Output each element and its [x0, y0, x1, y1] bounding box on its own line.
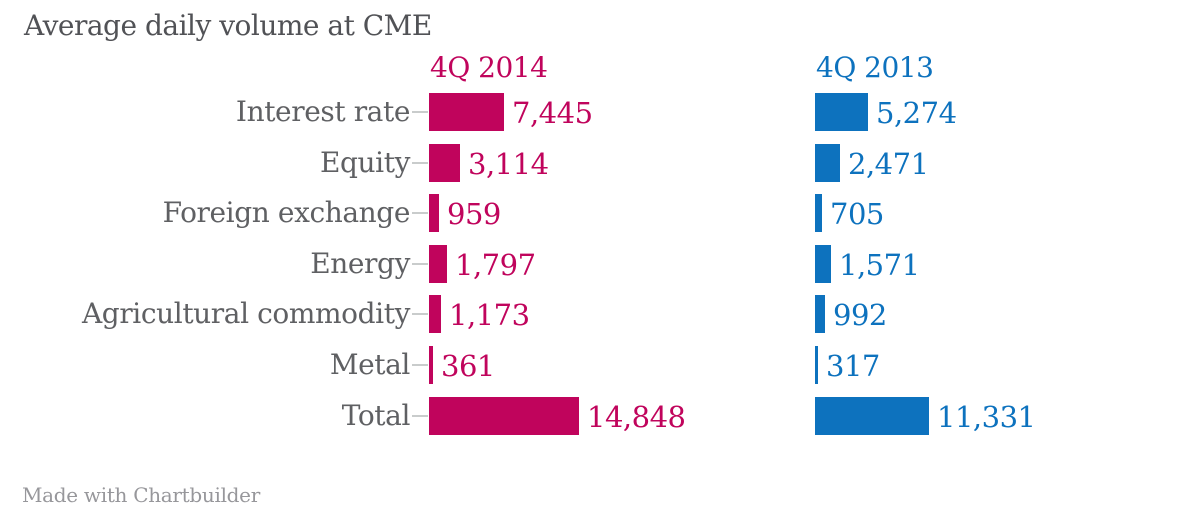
bar-4q2013: [815, 295, 825, 333]
bar-row: Energy 1,797 1,571: [0, 245, 1200, 283]
value-label-4q2013: 11,331: [937, 400, 1036, 434]
bar-4q2014: [429, 295, 441, 333]
category-label: Equity: [319, 146, 410, 179]
axis-tick: [412, 111, 428, 113]
bar-row: Total 14,848 11,331: [0, 397, 1200, 435]
bar-4q2014: [429, 144, 460, 182]
bar-4q2013: [815, 397, 929, 435]
value-label-4q2013: 992: [833, 298, 887, 332]
value-label-4q2014: 361: [441, 349, 495, 383]
bar-4q2014: [429, 245, 447, 283]
axis-tick: [412, 162, 428, 164]
bar-row: Agricultural commodity 1,173 992: [0, 295, 1200, 333]
value-label-4q2013: 2,471: [848, 147, 929, 181]
category-label: Metal: [329, 348, 411, 381]
value-label-4q2014: 14,848: [587, 400, 686, 434]
category-label: Foreign exchange: [162, 196, 411, 229]
axis-tick: [412, 415, 428, 417]
value-label-4q2013: 1,571: [839, 248, 920, 282]
bar-row: Equity 3,114 2,471: [0, 144, 1200, 182]
bar-4q2014: [429, 346, 433, 384]
value-label-4q2013: 705: [830, 197, 884, 231]
series-header-4q2013: 4Q 2013: [816, 51, 934, 84]
bar-4q2014: [429, 93, 504, 131]
bar-row: Foreign exchange 959 705: [0, 194, 1200, 232]
axis-tick: [412, 313, 428, 315]
bar-4q2014: [429, 397, 579, 435]
axis-tick: [412, 263, 428, 265]
category-label: Energy: [310, 247, 410, 280]
axis-tick: [412, 212, 428, 214]
bar-4q2013: [815, 93, 868, 131]
bar-4q2014: [429, 194, 439, 232]
bar-4q2013: [815, 245, 831, 283]
category-label: Interest rate: [235, 95, 410, 128]
value-label-4q2014: 1,797: [455, 248, 536, 282]
axis-tick: [412, 364, 428, 366]
value-label-4q2013: 5,274: [876, 96, 957, 130]
chart-title: Average daily volume at CME: [24, 9, 432, 42]
bar-row: Metal 361 317: [0, 346, 1200, 384]
category-label: Total: [341, 399, 411, 432]
series-header-4q2014: 4Q 2014: [430, 51, 548, 84]
chart-footer-credit: Made with Chartbuilder: [22, 483, 260, 507]
bar-4q2013: [815, 194, 822, 232]
category-label: Agricultural commodity: [81, 297, 410, 330]
value-label-4q2014: 7,445: [512, 96, 593, 130]
value-label-4q2014: 959: [447, 197, 501, 231]
bar-4q2013: [815, 346, 818, 384]
bar-row: Interest rate 7,445 5,274: [0, 93, 1200, 131]
value-label-4q2013: 317: [826, 349, 880, 383]
value-label-4q2014: 3,114: [468, 147, 549, 181]
value-label-4q2014: 1,173: [449, 298, 530, 332]
bar-4q2013: [815, 144, 840, 182]
